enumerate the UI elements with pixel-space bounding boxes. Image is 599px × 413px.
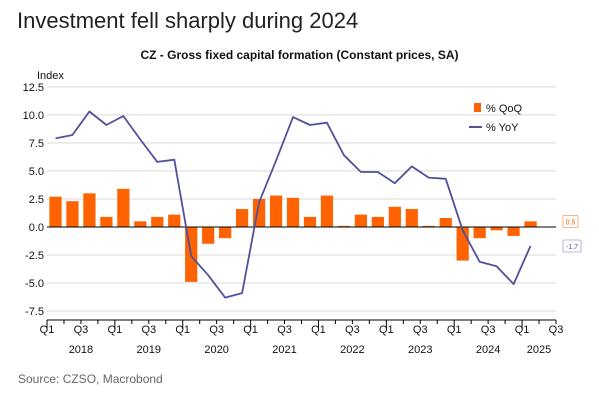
x-quarter-label: Q3 — [277, 324, 292, 336]
chart-title: CZ - Gross fixed capital formation (Cons… — [140, 48, 459, 62]
qoq-bar — [117, 188, 130, 227]
legend-swatch-qoq — [474, 103, 481, 112]
x-quarter-label: Q1 — [447, 324, 462, 336]
y-tick-label: 2.5 — [29, 194, 44, 206]
qoq-bar — [524, 221, 537, 227]
y-tick-label: 5.0 — [29, 166, 44, 178]
y-tick-labels: 12.5 10.0 7.5 5.0 2.5 0.0 -2.5 -5.0 -7.5 — [23, 82, 44, 318]
y-tick-label: 0.0 — [29, 222, 44, 234]
x-year-label: 2020 — [204, 344, 228, 356]
qoq-bar — [219, 226, 232, 239]
legend: % QoQ % YoY — [469, 103, 523, 134]
x-quarter-label: Q3 — [481, 324, 496, 336]
x-quarter-label: Q1 — [108, 324, 123, 336]
qoq-bar — [100, 216, 113, 227]
qoq-bar — [371, 216, 384, 227]
source-note: Source: CZSO, Macrobond — [18, 372, 163, 386]
qoq-bar — [473, 226, 486, 239]
qoq-bar — [405, 209, 418, 227]
qoq-bar — [168, 214, 181, 227]
qoq-bar — [49, 196, 62, 227]
x-year-label: 2025 — [527, 344, 551, 356]
gridlines — [47, 86, 556, 312]
x-year-label: 2023 — [408, 344, 432, 356]
qoq-bar — [337, 225, 351, 227]
yoy-line-path — [55, 110, 532, 299]
y-tick-label: -2.5 — [25, 250, 44, 262]
x-year-label: 2024 — [476, 344, 500, 356]
qoq-bar — [236, 209, 249, 227]
qoq-bar — [490, 226, 503, 231]
qoq-bar — [439, 217, 452, 227]
qoq-bar — [422, 225, 435, 227]
qoq-bar — [354, 214, 367, 227]
x-quarter-label: Q3 — [209, 324, 224, 336]
x-year-label: 2022 — [340, 344, 364, 356]
qoq-bar — [320, 195, 334, 227]
qoq-bars — [49, 188, 537, 282]
legend-label-qoq: % QoQ — [486, 103, 523, 115]
x-quarter-label: Q3 — [345, 324, 360, 336]
y-tick-label: 12.5 — [23, 82, 44, 94]
x-quarter-label: Q1 — [175, 324, 190, 336]
end-labels: 0.5 -1.7 — [562, 214, 582, 253]
qoq-end-label-box — [562, 214, 579, 228]
x-year-label: 2018 — [69, 344, 93, 356]
qoq-bar — [388, 206, 401, 227]
qoq-bar — [83, 193, 96, 227]
yoy-end-label: -1.7 — [566, 244, 578, 251]
x-year-label: 2019 — [137, 344, 161, 356]
x-quarter-label: Q1 — [379, 324, 394, 336]
qoq-end-label: 0.5 — [566, 219, 576, 226]
x-quarter-label: Q1 — [515, 324, 530, 336]
qoq-bar — [507, 226, 520, 236]
x-quarter-label: Q3 — [413, 324, 428, 336]
x-quarter-label: Q3 — [74, 324, 89, 336]
x-quarter-label: Q3 — [549, 324, 564, 336]
qoq-bar — [134, 221, 147, 227]
legend-label-yoy: % YoY — [486, 122, 519, 134]
yoy-line — [55, 110, 532, 299]
x-axis: Q1 Q3 Q1 Q3 Q1 Q3 Q1 Q3 Q1 Q3 Q1 Q3 Q1 Q3 Q1 Q3 2018 2019… — [40, 319, 564, 356]
y-tick-label: 10.0 — [23, 110, 44, 122]
qoq-bar — [286, 197, 300, 227]
y-tick-label: 7.5 — [29, 138, 44, 150]
qoq-bar — [151, 216, 164, 227]
y-tick-label: -7.5 — [25, 306, 44, 318]
y-axis-label: Index — [37, 70, 64, 82]
qoq-bar — [202, 226, 215, 244]
x-quarter-label: Q1 — [311, 324, 326, 336]
yoy-end-label-box — [562, 239, 582, 253]
y-tick-label: -5.0 — [25, 278, 44, 290]
x-quarter-label: Q1 — [243, 324, 258, 336]
qoq-bar — [303, 216, 317, 227]
x-year-label: 2021 — [272, 344, 296, 356]
x-quarter-label: Q3 — [141, 324, 156, 336]
chart-headline: Investment fell sharply during 2024 — [17, 8, 359, 33]
qoq-bar — [269, 195, 283, 227]
qoq-bar — [66, 201, 79, 227]
x-quarter-label: Q1 — [40, 324, 55, 336]
